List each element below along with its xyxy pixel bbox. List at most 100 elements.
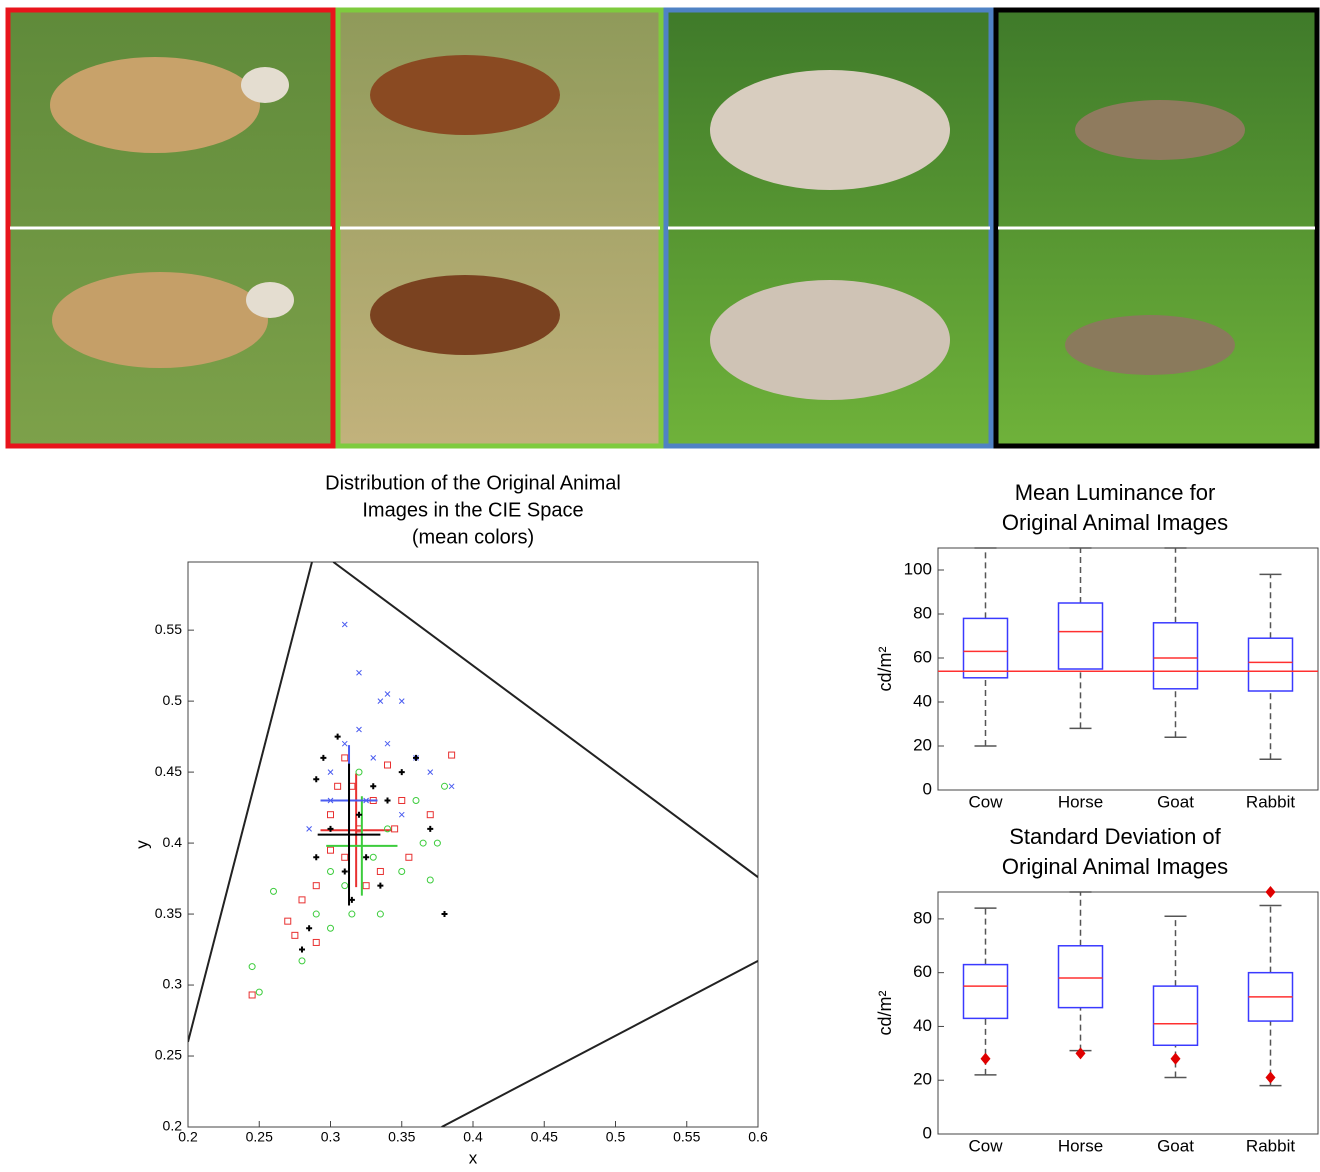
point (377, 698, 384, 704)
point (441, 911, 448, 918)
point (391, 825, 399, 833)
point (384, 825, 391, 833)
cow-photo (50, 57, 260, 153)
outlier (1265, 886, 1276, 898)
y-tick-label: 0.55 (155, 621, 182, 637)
gamut-boundary (332, 562, 758, 878)
box (1057, 945, 1104, 1009)
point (334, 782, 342, 790)
chart-title: Original Animal Images (1002, 510, 1228, 535)
x-tick-label: 0.4 (463, 1129, 483, 1145)
y-tick-label: 80 (913, 603, 932, 622)
point (312, 882, 320, 890)
box (1152, 985, 1199, 1047)
x-tick-label: Rabbit (1246, 1136, 1295, 1155)
point (327, 825, 334, 832)
y-tick-label: 80 (913, 908, 932, 927)
outlier (1075, 1047, 1086, 1060)
point (384, 691, 391, 697)
chart-title: Distribution of the Original Animal (325, 472, 621, 494)
x-tick-label: 0.2 (178, 1129, 198, 1145)
cow-head (246, 282, 294, 318)
point (356, 811, 362, 818)
point (384, 797, 391, 804)
goat-photo (710, 70, 950, 190)
rabbit-photo (1075, 100, 1245, 160)
outlier (1265, 1071, 1276, 1084)
point (313, 854, 320, 861)
y-tick-label: 0.25 (155, 1047, 182, 1063)
y-tick-label: 0.45 (155, 763, 182, 779)
point (327, 867, 334, 875)
x-tick-label: Horse (1058, 792, 1103, 811)
point (299, 946, 305, 953)
y-tick-label: 0.2 (163, 1118, 183, 1134)
point (298, 896, 306, 904)
point (426, 876, 434, 884)
point (327, 924, 334, 932)
point (312, 910, 320, 918)
y-tick-label: 0 (923, 779, 932, 798)
point (413, 754, 419, 761)
chart-title: (mean colors) (412, 526, 534, 548)
point (356, 669, 362, 676)
box (1057, 602, 1104, 670)
y-axis-label: cd/m² (875, 646, 895, 691)
point (298, 957, 306, 965)
y-tick-label: 0.3 (163, 976, 183, 992)
x-tick-label: 0.35 (388, 1129, 415, 1145)
y-axis-label: cd/m² (875, 990, 895, 1035)
box (962, 963, 1009, 1020)
point (398, 698, 405, 704)
horse-photo (370, 275, 560, 355)
outlier (980, 1052, 991, 1065)
y-tick-label: 0.4 (163, 834, 183, 850)
point (426, 811, 434, 819)
point (327, 769, 334, 775)
point (398, 867, 406, 875)
box (962, 617, 1009, 679)
y-axis-label: y (132, 840, 151, 849)
point (370, 755, 377, 761)
x-axis-label: x (469, 1148, 478, 1167)
point (327, 846, 334, 854)
point (356, 726, 362, 733)
y-tick-label: 0.35 (155, 905, 182, 921)
point (320, 754, 327, 761)
x-tick-label: Goat (1157, 792, 1194, 811)
point (270, 887, 277, 895)
horse-photo (370, 55, 560, 135)
chart-title: Mean Luminance for (1015, 480, 1216, 505)
point (255, 988, 263, 996)
x-tick-label: Rabbit (1246, 792, 1295, 811)
point (248, 963, 256, 971)
x-tick-label: 0.6 (748, 1129, 768, 1145)
y-tick-label: 60 (913, 647, 932, 666)
x-tick-label: 0.55 (673, 1129, 700, 1145)
point (384, 761, 391, 769)
point (427, 825, 434, 832)
y-tick-label: 0 (923, 1123, 932, 1142)
plot-area (187, 561, 759, 1128)
y-tick-label: 40 (913, 1016, 932, 1035)
point (284, 917, 292, 925)
point (341, 868, 348, 875)
y-tick-label: 40 (913, 691, 932, 710)
point (291, 931, 299, 939)
x-tick-label: Horse (1058, 1136, 1103, 1155)
point (376, 867, 384, 875)
x-tick-label: 0.45 (531, 1129, 558, 1145)
point (412, 796, 420, 804)
point (341, 853, 349, 861)
cow-photo (52, 272, 268, 368)
point (398, 769, 405, 776)
rabbit-photo (1065, 315, 1235, 375)
y-tick-label: 0.5 (163, 692, 183, 708)
x-tick-label: Goat (1157, 1136, 1194, 1155)
point (441, 782, 448, 790)
point (334, 733, 341, 740)
point (341, 754, 349, 762)
y-tick-label: 20 (913, 1070, 932, 1089)
cow-head (241, 67, 289, 103)
point (448, 783, 455, 790)
